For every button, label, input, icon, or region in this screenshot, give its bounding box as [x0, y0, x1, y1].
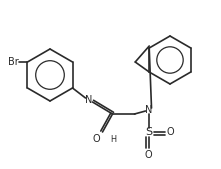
Text: O: O	[145, 150, 152, 160]
Text: H: H	[110, 135, 117, 144]
Text: N: N	[85, 95, 92, 105]
Text: O: O	[166, 127, 174, 137]
Text: N: N	[145, 105, 152, 115]
Text: Br: Br	[8, 57, 19, 67]
Text: O: O	[93, 134, 101, 144]
Text: S: S	[145, 127, 152, 137]
